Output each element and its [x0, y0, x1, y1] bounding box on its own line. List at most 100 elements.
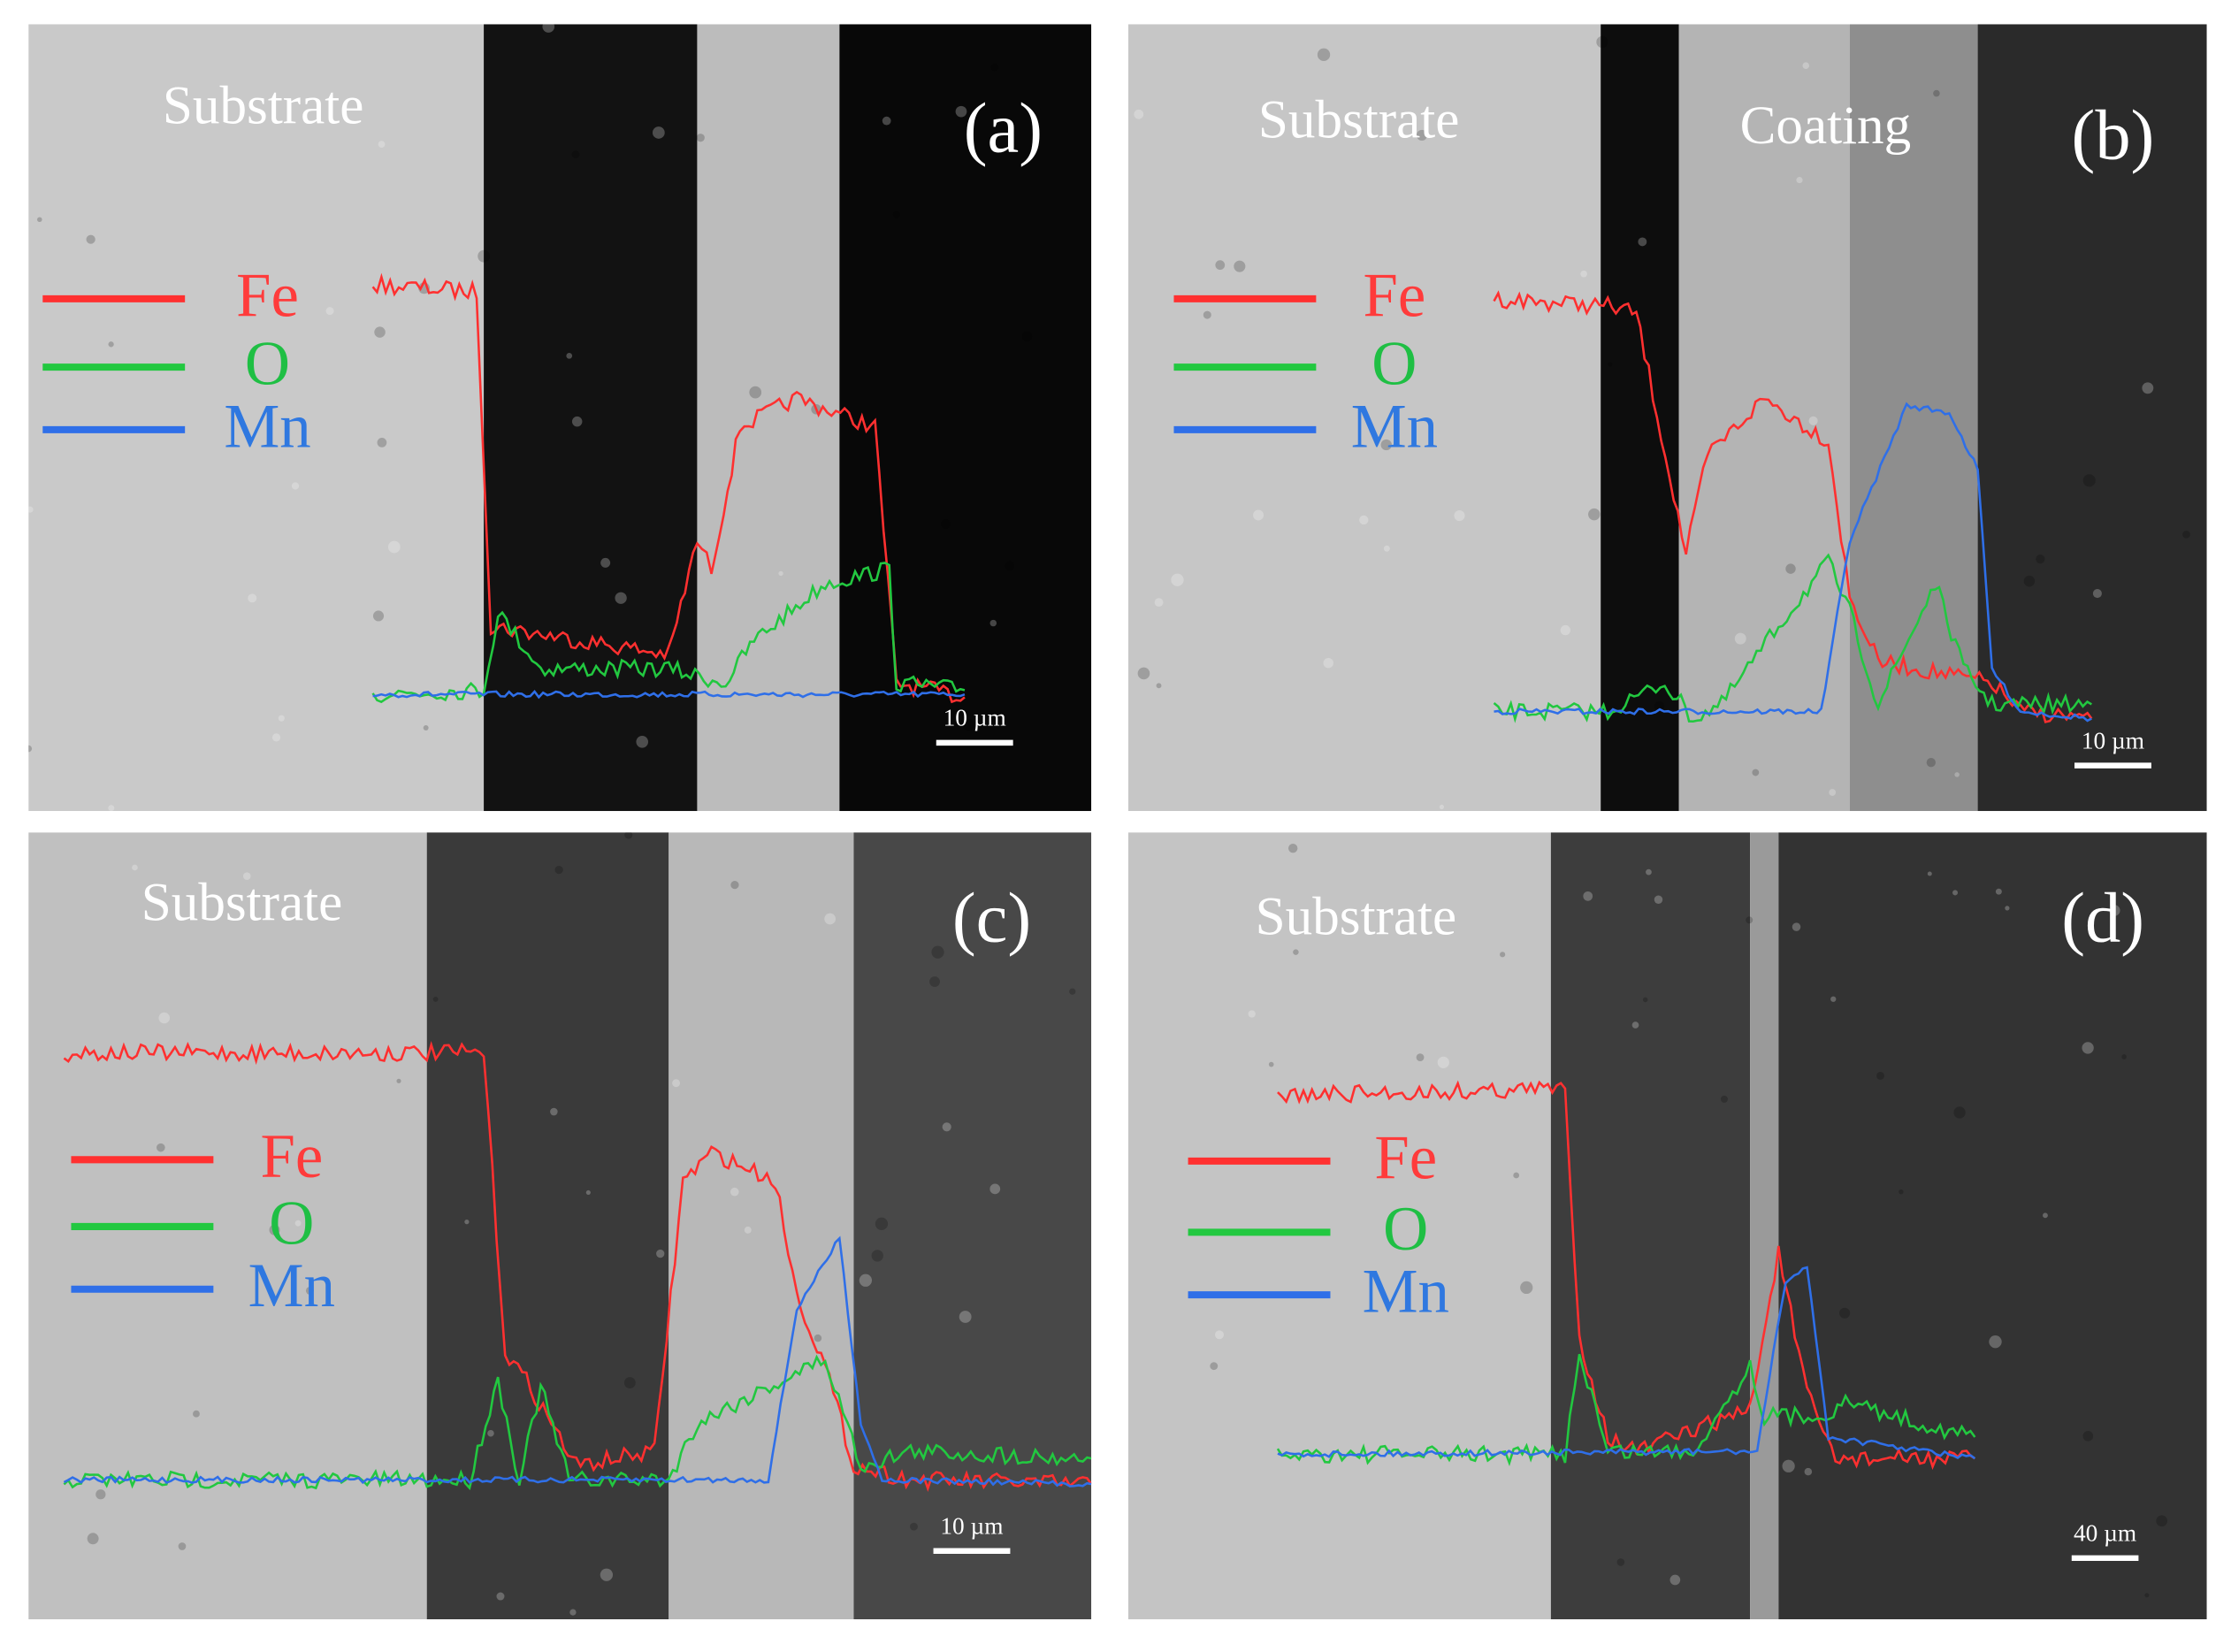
- particle: [1899, 1189, 1904, 1195]
- particle: [1171, 573, 1184, 586]
- particle: [1215, 1330, 1224, 1340]
- particle: [1752, 769, 1760, 776]
- particle: [542, 24, 555, 33]
- particle: [423, 725, 429, 731]
- particle: [278, 715, 285, 722]
- particle: [1596, 35, 1608, 49]
- particle: [600, 1568, 614, 1581]
- particle: [1154, 598, 1164, 608]
- particle: [374, 326, 386, 338]
- region-label: Substrate: [1258, 91, 1460, 150]
- particle: [569, 1609, 577, 1616]
- particle: [2092, 588, 2102, 599]
- region-label: Substrate: [1256, 888, 1457, 947]
- particle: [1317, 48, 1331, 61]
- legend-label: Mn: [224, 392, 310, 461]
- particle: [1782, 1459, 1795, 1472]
- particle: [1520, 1281, 1533, 1295]
- particle: [1359, 515, 1369, 525]
- particle: [1796, 177, 1803, 184]
- particle: [696, 134, 705, 142]
- line-scan: [372, 689, 966, 700]
- particle: [652, 126, 665, 139]
- particle: [377, 438, 387, 447]
- particle: [962, 719, 975, 731]
- particle: [1802, 62, 1810, 70]
- particle: [1876, 1071, 1884, 1080]
- phase-band: [1550, 832, 1751, 1619]
- particle: [672, 1079, 681, 1088]
- scale-bar-label: 10 µm: [2082, 727, 2144, 753]
- particle: [1005, 561, 1015, 571]
- particle: [623, 1377, 636, 1389]
- particle: [1933, 89, 1940, 97]
- phase-band: [1127, 832, 1551, 1619]
- scale-bar-label: 10 µm: [940, 1512, 1003, 1539]
- phase-band: [426, 832, 669, 1619]
- line-scan: [63, 1235, 1092, 1488]
- particle: [989, 1183, 1001, 1195]
- particle: [749, 386, 762, 399]
- particle: [2082, 474, 2096, 487]
- particle: [2121, 1054, 2127, 1059]
- particle: [1785, 563, 1796, 574]
- legend-label: Fe: [1374, 1123, 1437, 1192]
- particle: [778, 570, 783, 577]
- particle: [1416, 1053, 1425, 1062]
- scale-bar-label: 10 µm: [944, 705, 1006, 731]
- phase-band: [28, 24, 485, 812]
- particle: [1437, 1056, 1449, 1068]
- line-scan: [1493, 290, 2093, 723]
- particle: [931, 945, 944, 959]
- particle: [1995, 888, 2002, 895]
- particle: [1638, 237, 1647, 247]
- particle: [600, 557, 611, 568]
- particle: [1669, 1574, 1681, 1586]
- particle: [372, 610, 385, 622]
- legend-label: O: [245, 330, 290, 399]
- region-label: Substrate: [163, 77, 364, 136]
- particle: [1608, 362, 1613, 367]
- particle: [875, 1217, 889, 1230]
- particle: [730, 1187, 739, 1197]
- particle: [1734, 632, 1746, 645]
- particle: [432, 997, 439, 1002]
- micrograph: [1127, 24, 2207, 812]
- legend-label: Fe: [260, 1122, 323, 1191]
- panel-label: (c): [952, 878, 1031, 957]
- legend-label: Fe: [236, 261, 299, 330]
- particle: [814, 1334, 822, 1342]
- particle: [1646, 868, 1652, 876]
- panel-label: (b): [2072, 96, 2155, 174]
- particle: [2142, 382, 2154, 394]
- particle: [990, 64, 998, 72]
- phase-band: [853, 832, 1092, 1619]
- phase-band: [839, 24, 1092, 812]
- particle: [1137, 667, 1150, 680]
- particle: [624, 832, 633, 839]
- particle: [1287, 843, 1298, 853]
- particle: [585, 1189, 591, 1195]
- particle: [1954, 772, 1960, 777]
- legend-label: O: [269, 1189, 314, 1258]
- particle: [636, 736, 649, 748]
- particle: [1804, 1467, 1813, 1476]
- particle: [571, 416, 583, 427]
- particle: [1952, 890, 1959, 896]
- legend-label: Mn: [1351, 392, 1438, 461]
- particle: [1069, 988, 1076, 995]
- particle: [2005, 906, 2010, 911]
- line-scan: [1493, 553, 2092, 723]
- particle: [1323, 657, 1333, 669]
- line-scan: [1277, 1080, 1976, 1471]
- particle: [1560, 624, 1570, 636]
- particle: [2156, 1515, 2168, 1527]
- particle: [325, 307, 334, 316]
- particle: [1513, 1172, 1520, 1179]
- particle: [1134, 109, 1144, 119]
- scale-bar-label: 40 µm: [2074, 1520, 2136, 1547]
- particle: [96, 1489, 106, 1500]
